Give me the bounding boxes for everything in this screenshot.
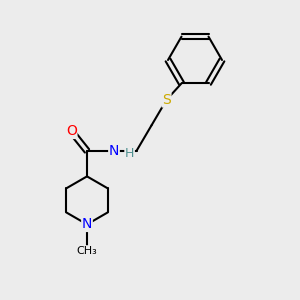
Text: N: N: [109, 144, 119, 158]
Text: S: S: [162, 93, 171, 107]
Text: CH₃: CH₃: [76, 246, 98, 256]
Text: O: O: [66, 124, 77, 138]
Text: H: H: [125, 147, 134, 160]
Text: N: N: [82, 218, 92, 231]
